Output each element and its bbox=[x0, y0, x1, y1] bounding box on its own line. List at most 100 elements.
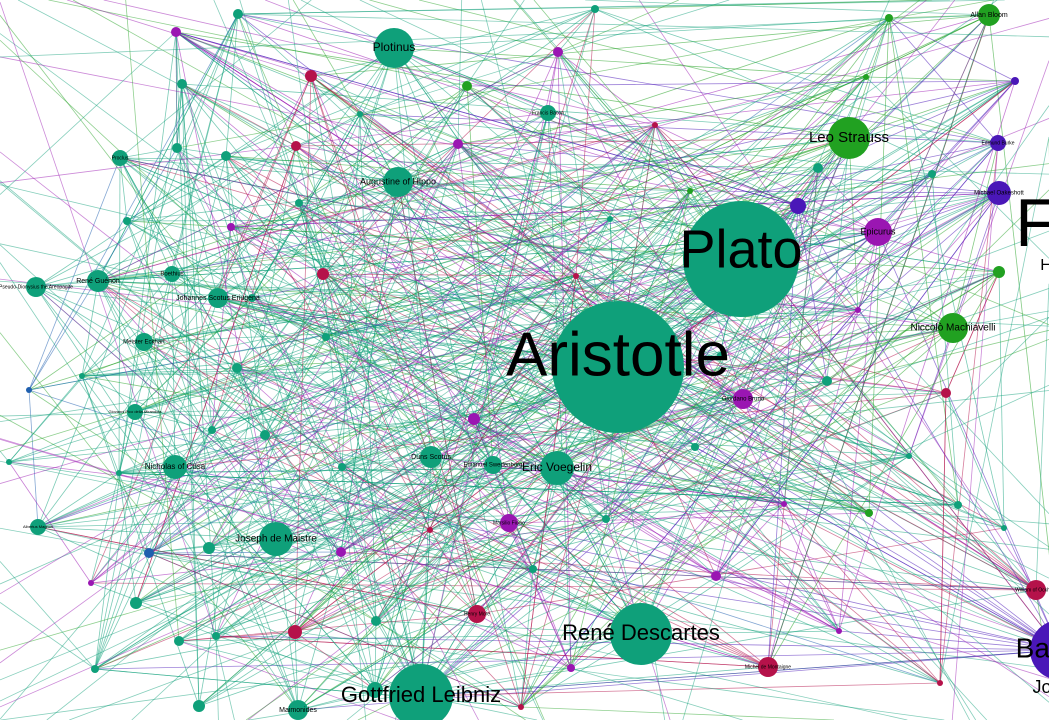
node-minor[interactable] bbox=[790, 198, 806, 214]
node-minor[interactable] bbox=[468, 413, 480, 425]
node-minor[interactable] bbox=[836, 628, 842, 634]
node-edmund-burke[interactable] bbox=[990, 135, 1006, 151]
node-nicholas-of-cusa[interactable] bbox=[163, 455, 187, 479]
node-johannes-scotus[interactable] bbox=[208, 288, 228, 308]
node-minor[interactable] bbox=[177, 79, 187, 89]
node-minor[interactable] bbox=[928, 170, 936, 178]
node-minor[interactable] bbox=[906, 453, 912, 459]
node-michel-de-montaigne[interactable] bbox=[758, 657, 778, 677]
node-minor[interactable] bbox=[305, 70, 317, 82]
node-plotinus[interactable] bbox=[374, 28, 414, 68]
node-minor[interactable] bbox=[602, 515, 610, 523]
node-maimonides[interactable] bbox=[288, 700, 308, 720]
node-minor[interactable] bbox=[813, 163, 823, 173]
node-minor[interactable] bbox=[116, 470, 122, 476]
node-minor[interactable] bbox=[1001, 525, 1007, 531]
node-allan-bloom[interactable] bbox=[978, 4, 1000, 26]
node-epicurus[interactable] bbox=[864, 218, 892, 246]
node-marsilio-ficino[interactable] bbox=[500, 514, 518, 532]
node-minor[interactable] bbox=[260, 430, 270, 440]
node-baruch[interactable] bbox=[1030, 620, 1049, 680]
node-minor[interactable] bbox=[1011, 77, 1019, 85]
node-minor[interactable] bbox=[88, 580, 94, 586]
node-michael-oakeshott[interactable] bbox=[987, 181, 1011, 205]
node-minor[interactable] bbox=[371, 616, 381, 626]
node-giovanni-pico[interactable] bbox=[127, 404, 143, 420]
node-gottfried-leibniz[interactable] bbox=[389, 664, 453, 720]
node-minor[interactable] bbox=[427, 527, 433, 533]
node-minor[interactable] bbox=[687, 188, 693, 194]
node-joseph-de-maistre[interactable] bbox=[259, 522, 293, 556]
node-minor[interactable] bbox=[6, 459, 12, 465]
node-plato[interactable] bbox=[683, 201, 799, 317]
node-leo-strauss[interactable] bbox=[828, 117, 870, 159]
node-minor[interactable] bbox=[26, 387, 32, 393]
node-rene-descartes[interactable] bbox=[610, 603, 672, 665]
node-minor[interactable] bbox=[591, 5, 599, 13]
node-minor[interactable] bbox=[885, 14, 893, 22]
node-minor[interactable] bbox=[855, 307, 861, 313]
node-minor[interactable] bbox=[91, 665, 99, 673]
node-minor[interactable] bbox=[993, 266, 1005, 278]
node-minor[interactable] bbox=[317, 268, 329, 280]
node-emanuel-swedenborg[interactable] bbox=[484, 456, 502, 474]
node-minor[interactable] bbox=[865, 509, 873, 517]
node-minor[interactable] bbox=[79, 373, 85, 379]
node-minor[interactable] bbox=[652, 122, 658, 128]
node-minor[interactable] bbox=[954, 501, 962, 509]
node-minor[interactable] bbox=[221, 151, 231, 161]
node-giordano-bruno[interactable] bbox=[733, 389, 753, 409]
node-pseudo-dionysius[interactable] bbox=[26, 277, 46, 297]
node-minor[interactable] bbox=[291, 141, 301, 151]
node-minor[interactable] bbox=[227, 223, 235, 231]
node-minor[interactable] bbox=[529, 565, 537, 573]
node-minor[interactable] bbox=[781, 501, 787, 507]
node-meister-eckhart[interactable] bbox=[135, 333, 153, 351]
node-minor[interactable] bbox=[248, 294, 256, 302]
node-minor[interactable] bbox=[288, 625, 302, 639]
node-boethius[interactable] bbox=[164, 266, 180, 282]
node-aristotle[interactable] bbox=[552, 301, 684, 433]
node-minor[interactable] bbox=[462, 81, 472, 91]
node-minor[interactable] bbox=[232, 363, 242, 373]
node-henry-more[interactable] bbox=[468, 605, 486, 623]
node-william-ockham[interactable] bbox=[1026, 580, 1046, 600]
node-minor[interactable] bbox=[553, 47, 563, 57]
node-albertus-magnus[interactable] bbox=[30, 519, 46, 535]
node-minor[interactable] bbox=[367, 682, 383, 698]
node-minor[interactable] bbox=[717, 352, 723, 358]
node-minor[interactable] bbox=[212, 632, 220, 640]
node-duns-scotus[interactable] bbox=[420, 446, 442, 468]
node-minor[interactable] bbox=[322, 333, 330, 341]
node-proclus[interactable] bbox=[112, 150, 128, 166]
node-minor[interactable] bbox=[174, 636, 184, 646]
node-francis-bacon[interactable] bbox=[540, 105, 556, 121]
node-minor[interactable] bbox=[123, 217, 131, 225]
node-minor[interactable] bbox=[863, 74, 869, 80]
node-minor[interactable] bbox=[937, 680, 943, 686]
node-rene-guenon[interactable] bbox=[87, 270, 109, 292]
node-minor[interactable] bbox=[336, 547, 346, 557]
node-minor[interactable] bbox=[144, 548, 154, 558]
node-niccolo[interactable] bbox=[938, 313, 968, 343]
node-minor[interactable] bbox=[172, 143, 182, 153]
node-minor[interactable] bbox=[518, 704, 524, 710]
node-augustine[interactable] bbox=[383, 167, 413, 197]
node-minor[interactable] bbox=[233, 9, 243, 19]
node-minor[interactable] bbox=[171, 27, 181, 37]
node-minor[interactable] bbox=[130, 597, 142, 609]
node-minor[interactable] bbox=[453, 139, 463, 149]
node-minor[interactable] bbox=[711, 571, 721, 581]
node-minor[interactable] bbox=[941, 388, 951, 398]
node-minor[interactable] bbox=[822, 376, 832, 386]
node-minor[interactable] bbox=[357, 111, 363, 117]
node-minor[interactable] bbox=[295, 199, 303, 207]
node-minor[interactable] bbox=[691, 443, 699, 451]
node-minor[interactable] bbox=[573, 273, 579, 279]
node-minor[interactable] bbox=[567, 664, 575, 672]
node-minor[interactable] bbox=[338, 463, 346, 471]
node-minor[interactable] bbox=[607, 216, 613, 222]
node-minor[interactable] bbox=[193, 700, 205, 712]
node-eric-voegelin[interactable] bbox=[540, 451, 574, 485]
node-minor[interactable] bbox=[203, 542, 215, 554]
